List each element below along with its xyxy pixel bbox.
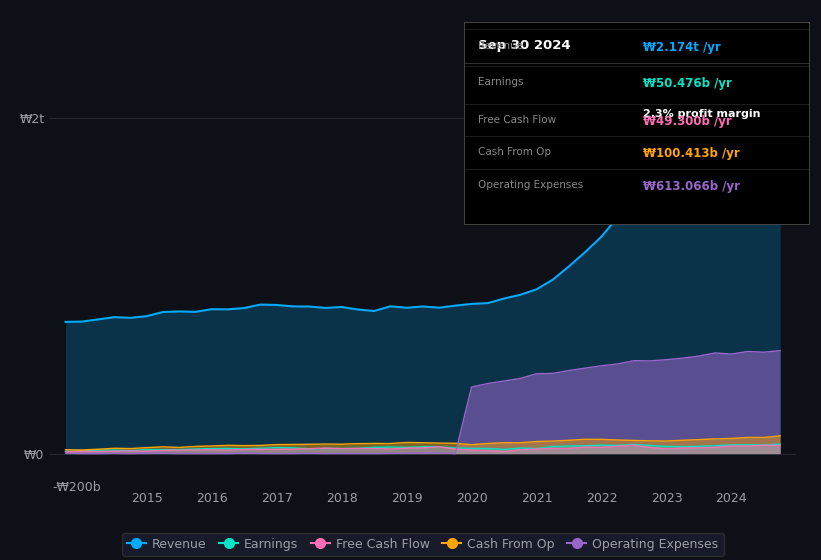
Text: ₩50.476b /yr: ₩50.476b /yr [643,77,732,90]
Text: Cash From Op: Cash From Op [478,147,551,157]
Text: Sep 30 2024: Sep 30 2024 [478,39,571,52]
Text: -₩200b: -₩200b [53,480,101,494]
Text: 2.3% profit margin: 2.3% profit margin [643,109,761,119]
Text: ₩100.413b /yr: ₩100.413b /yr [643,147,740,160]
Text: Revenue: Revenue [478,40,523,50]
Text: Operating Expenses: Operating Expenses [478,180,583,190]
Text: Earnings: Earnings [478,77,523,87]
Text: ₩49.300b /yr: ₩49.300b /yr [643,115,732,128]
Text: ₩2.174t /yr: ₩2.174t /yr [643,40,721,54]
Legend: Revenue, Earnings, Free Cash Flow, Cash From Op, Operating Expenses: Revenue, Earnings, Free Cash Flow, Cash … [122,533,723,556]
Text: ₩613.066b /yr: ₩613.066b /yr [643,180,741,193]
Text: Free Cash Flow: Free Cash Flow [478,115,556,125]
